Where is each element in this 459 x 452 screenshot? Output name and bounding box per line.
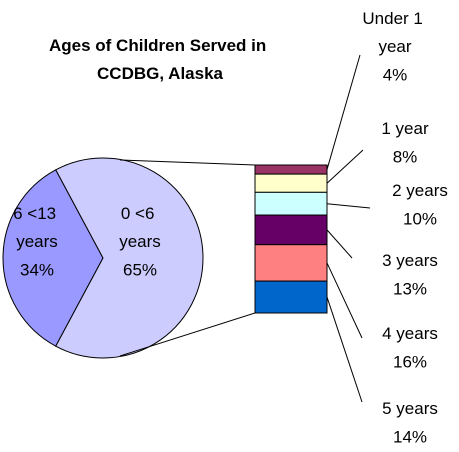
text-line: 1 year bbox=[381, 119, 429, 138]
text-line: 0 <6 bbox=[121, 204, 159, 223]
segment-label: 3 years bbox=[382, 251, 438, 270]
bar-segment bbox=[254, 214, 328, 246]
segment-value-label: 8% bbox=[393, 147, 418, 166]
chart-title: Ages of Children Served in CCDBG, Alaska bbox=[49, 36, 271, 83]
leader-line bbox=[326, 54, 361, 170]
bar-segment bbox=[254, 191, 328, 216]
text-line: 5 years bbox=[382, 399, 438, 418]
text-line: CCDBG, Alaska bbox=[97, 64, 224, 83]
pie-slice bbox=[55, 157, 204, 359]
segment-value-label: 14% bbox=[393, 427, 427, 446]
segment-label: 5 years bbox=[382, 399, 438, 418]
slice-value-label: 65% bbox=[123, 260, 157, 279]
bar-segment bbox=[254, 164, 328, 175]
text-line: year bbox=[378, 37, 411, 56]
bar-segment bbox=[254, 244, 328, 282]
text-line: years bbox=[16, 232, 58, 251]
segment-value-label: 13% bbox=[393, 279, 427, 298]
text-line: Ages of Children Served in bbox=[49, 36, 271, 55]
segment-value-label: 16% bbox=[393, 352, 427, 371]
text-line: 4 years bbox=[382, 324, 438, 343]
segment-label: 4 years bbox=[382, 324, 438, 343]
leader-line bbox=[326, 262, 363, 339]
leader-line bbox=[326, 203, 371, 209]
segment-label: 2 years bbox=[392, 181, 448, 200]
bar-segment bbox=[254, 173, 328, 193]
text-line: 2 years bbox=[392, 181, 448, 200]
slice-label: 0 <6 years bbox=[119, 204, 161, 251]
segment-label: Under 1 year bbox=[362, 9, 427, 56]
segment-value-label: 4% bbox=[383, 65, 408, 84]
segment-label: 1 year bbox=[381, 119, 429, 138]
text-line: 3 years bbox=[382, 251, 438, 270]
connector bbox=[119, 312, 256, 357]
connector bbox=[119, 159, 256, 166]
leader-line bbox=[326, 296, 363, 403]
leader-line bbox=[326, 229, 353, 259]
pie-slice bbox=[2, 169, 104, 347]
text-line: years bbox=[119, 232, 161, 251]
text-line: Under 1 bbox=[362, 9, 427, 28]
slice-value-label: 34% bbox=[20, 260, 54, 279]
leader-line bbox=[326, 149, 364, 184]
slice-label: 6 <13 years bbox=[13, 204, 61, 251]
text-line: 6 <13 bbox=[13, 204, 61, 223]
bar-segment bbox=[254, 280, 328, 314]
segment-value-label: 10% bbox=[403, 209, 437, 228]
